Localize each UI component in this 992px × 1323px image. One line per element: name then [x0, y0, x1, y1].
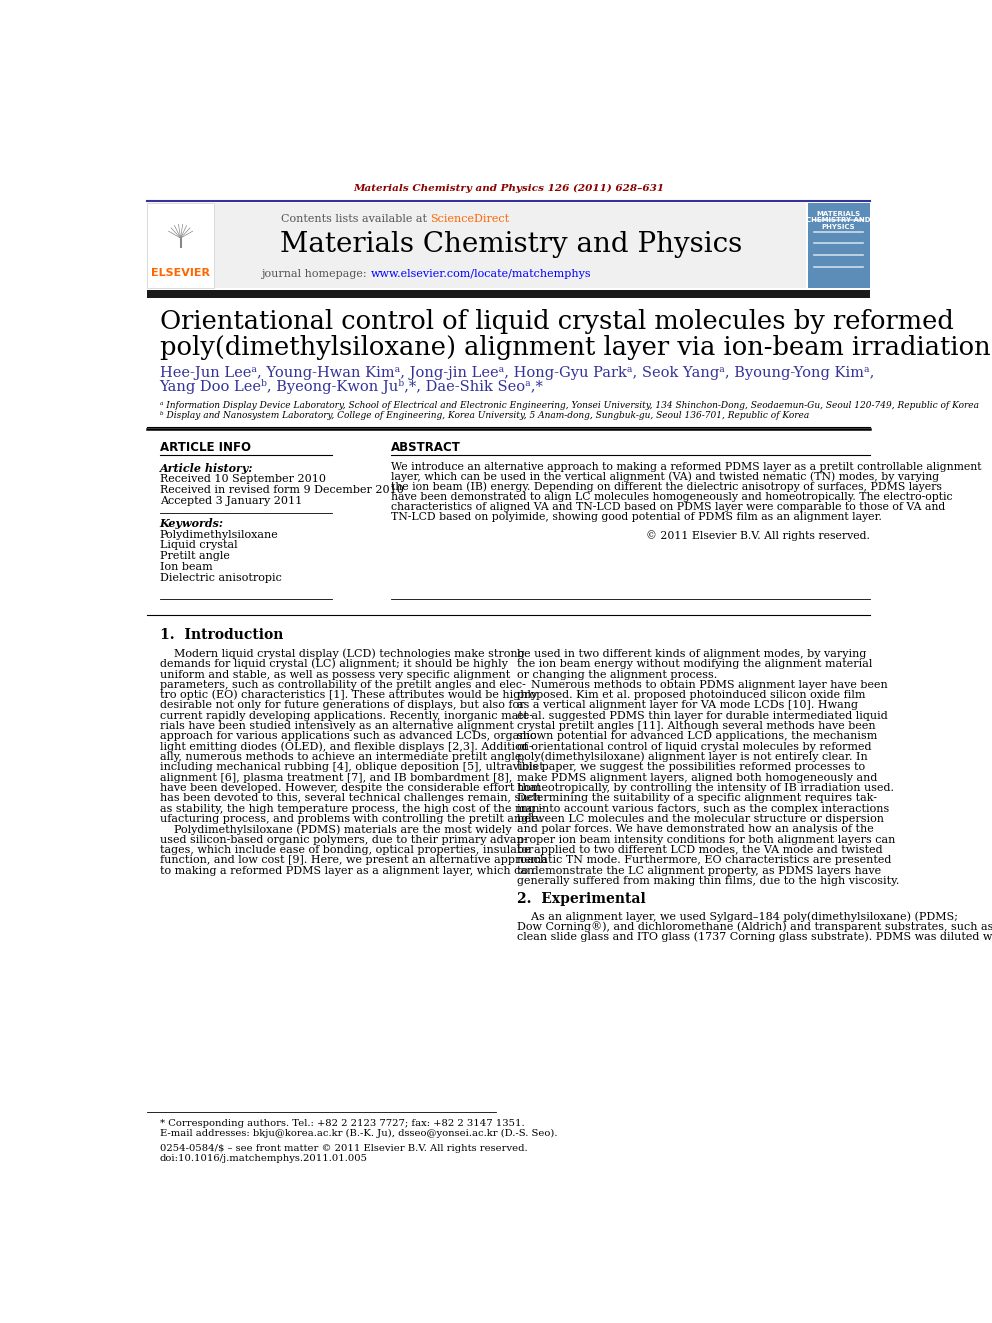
Text: tro optic (EO) characteristics [1]. These attributes would be highly: tro optic (EO) characteristics [1]. Thes… [160, 689, 537, 700]
Text: Pretilt angle: Pretilt angle [160, 552, 229, 561]
Text: function, and low cost [9]. Here, we present an alternative approach: function, and low cost [9]. Here, we pre… [160, 855, 547, 865]
Text: homeotropically, by controlling the intensity of IB irradiation used.: homeotropically, by controlling the inte… [517, 783, 894, 792]
Text: including mechanical rubbing [4], oblique deposition [5], ultraviolet: including mechanical rubbing [4], obliqu… [160, 762, 544, 773]
Text: the ion beam (IB) energy. Depending on different the dielectric anisotropy of su: the ion beam (IB) energy. Depending on d… [392, 482, 942, 492]
Text: Received in revised form 9 December 2010: Received in revised form 9 December 2010 [160, 484, 404, 495]
Text: journal homepage:: journal homepage: [261, 270, 370, 279]
Text: crystal pretilt angles [11]. Although several methods have been: crystal pretilt angles [11]. Although se… [517, 721, 876, 732]
Text: Keywords:: Keywords: [160, 519, 223, 529]
Text: the ion beam energy without modifying the alignment material: the ion beam energy without modifying th… [517, 659, 872, 669]
Text: et al. suggested PDMS thin layer for durable intermediated liquid: et al. suggested PDMS thin layer for dur… [517, 710, 888, 721]
Text: clean slide glass and ITO glass (1737 Corning glass substrate). PDMS was diluted: clean slide glass and ITO glass (1737 Co… [517, 931, 992, 942]
Text: has been devoted to this, several technical challenges remain, such: has been devoted to this, several techni… [160, 794, 541, 803]
Text: PHYSICS: PHYSICS [821, 224, 855, 229]
Text: 0254-0584/$ – see front matter © 2011 Elsevier B.V. All rights reserved.: 0254-0584/$ – see front matter © 2011 El… [160, 1143, 528, 1152]
Text: desirable not only for future generations of displays, but also for: desirable not only for future generation… [160, 700, 524, 710]
Text: © 2011 Elsevier B.V. All rights reserved.: © 2011 Elsevier B.V. All rights reserved… [646, 531, 870, 541]
Text: as stability, the high temperature process, the high cost of the man-: as stability, the high temperature proce… [160, 803, 543, 814]
Text: Liquid crystal: Liquid crystal [160, 540, 237, 550]
Text: Article history:: Article history: [160, 463, 253, 474]
Text: 2.  Experimental: 2. Experimental [517, 893, 646, 906]
Bar [147, 290, 870, 298]
Text: Modern liquid crystal display (LCD) technologies make strong: Modern liquid crystal display (LCD) tech… [160, 648, 525, 659]
Text: be used in two different kinds of alignment modes, by varying: be used in two different kinds of alignm… [517, 648, 866, 659]
Text: characteristics of aligned VA and TN-LCD based on PDMS layer were comparable to : characteristics of aligned VA and TN-LCD… [392, 501, 945, 512]
Text: Polydimethylsiloxane (PDMS) materials are the most widely: Polydimethylsiloxane (PDMS) materials ar… [160, 824, 511, 835]
Text: uniform and stable, as well as possess very specific alignment: uniform and stable, as well as possess v… [160, 669, 510, 680]
Text: layer, which can be used in the vertical alignment (VA) and twisted nematic (TN): layer, which can be used in the vertical… [392, 471, 939, 482]
Text: Accepted 3 January 2011: Accepted 3 January 2011 [160, 496, 302, 505]
Text: of orientational control of liquid crystal molecules by reformed: of orientational control of liquid cryst… [517, 742, 871, 751]
Text: to demonstrate the LC alignment property, as PDMS layers have: to demonstrate the LC alignment property… [517, 865, 881, 876]
Text: or changing the alignment process.: or changing the alignment process. [517, 669, 717, 680]
Text: Received 10 September 2010: Received 10 September 2010 [160, 474, 325, 484]
Text: Orientational control of liquid crystal molecules by reformed: Orientational control of liquid crystal … [160, 310, 953, 335]
Text: ᵃ Information Display Device Laboratory, School of Electrical and Electronic Eng: ᵃ Information Display Device Laboratory,… [160, 401, 979, 410]
Text: shown potential for advanced LCD applications, the mechanism: shown potential for advanced LCD applica… [517, 732, 877, 741]
Text: We introduce an alternative approach to making a reformed PDMS layer as a pretil: We introduce an alternative approach to … [392, 462, 982, 472]
Text: TN-LCD based on polyimide, showing good potential of PDMS film as an alignment l: TN-LCD based on polyimide, showing good … [392, 512, 882, 521]
Text: as a vertical alignment layer for VA mode LCDs [10]. Hwang: as a vertical alignment layer for VA mod… [517, 700, 858, 710]
Text: current rapidly developing applications. Recently, inorganic mate-: current rapidly developing applications.… [160, 710, 533, 721]
Text: * Corresponding authors. Tel.: +82 2 2123 7727; fax: +82 2 3147 1351.: * Corresponding authors. Tel.: +82 2 212… [160, 1119, 525, 1129]
Text: ally, numerous methods to achieve an intermediate pretilt angle,: ally, numerous methods to achieve an int… [160, 751, 525, 762]
Text: ARTICLE INFO: ARTICLE INFO [160, 441, 251, 454]
Text: Dow Corning®), and dichloromethane (Aldrich) and transparent substrates, such as: Dow Corning®), and dichloromethane (Aldr… [517, 921, 992, 933]
Text: ing into account various factors, such as the complex interactions: ing into account various factors, such a… [517, 803, 889, 814]
Text: demands for liquid crystal (LC) alignment; it should be highly: demands for liquid crystal (LC) alignmen… [160, 659, 508, 669]
Text: MATERIALS: MATERIALS [816, 212, 861, 217]
Text: www.elsevier.com/locate/matchemphys: www.elsevier.com/locate/matchemphys [370, 270, 591, 279]
Bar [215, 204, 806, 288]
Text: ABSTRACT: ABSTRACT [392, 441, 461, 454]
Text: be applied to two different LCD modes, the VA mode and twisted: be applied to two different LCD modes, t… [517, 845, 883, 855]
Text: generally suffered from making thin films, due to the high viscosity.: generally suffered from making thin film… [517, 876, 900, 886]
Text: CHEMISTRY AND: CHEMISTRY AND [806, 217, 871, 224]
Text: approach for various applications such as advanced LCDs, organic: approach for various applications such a… [160, 732, 536, 741]
Text: this paper, we suggest the possibilities reformed processes to: this paper, we suggest the possibilities… [517, 762, 865, 773]
Text: Determining the suitability of a specific alignment requires tak-: Determining the suitability of a specifi… [517, 794, 877, 803]
Text: Yang Doo Leeᵇ, Byeong-Kwon Juᵇ,*, Dae-Shik Seoᵃ,*: Yang Doo Leeᵇ, Byeong-Kwon Juᵇ,*, Dae-Sh… [160, 380, 544, 394]
Text: E-mail addresses: bkju@korea.ac.kr (B.-K. Ju), dsseo@yonsei.ac.kr (D.-S. Seo).: E-mail addresses: bkju@korea.ac.kr (B.-K… [160, 1129, 558, 1138]
Bar [147, 204, 214, 288]
Text: nematic TN mode. Furthermore, EO characteristics are presented: nematic TN mode. Furthermore, EO charact… [517, 855, 891, 865]
Text: have been developed. However, despite the considerable effort that: have been developed. However, despite th… [160, 783, 541, 792]
Text: ufacturing process, and problems with controlling the pretilt angle.: ufacturing process, and problems with co… [160, 814, 542, 824]
Text: parameters, such as controllability of the pretilt angles and elec-: parameters, such as controllability of t… [160, 680, 526, 689]
Text: Polydimethylsiloxane: Polydimethylsiloxane [160, 529, 279, 540]
Text: light emitting diodes (OLED), and flexible displays [2,3]. Addition-: light emitting diodes (OLED), and flexib… [160, 741, 533, 751]
Text: 1.  Introduction: 1. Introduction [160, 627, 283, 642]
Text: proper ion beam intensity conditions for both alignment layers can: proper ion beam intensity conditions for… [517, 835, 896, 844]
Text: proposed. Kim et al. proposed photoinduced silicon oxide film: proposed. Kim et al. proposed photoinduc… [517, 691, 865, 700]
Text: Materials Chemistry and Physics: Materials Chemistry and Physics [280, 232, 742, 258]
Text: have been demonstrated to align LC molecules homogeneously and homeotropically. : have been demonstrated to align LC molec… [392, 492, 953, 501]
Text: doi:10.1016/j.matchemphys.2011.01.005: doi:10.1016/j.matchemphys.2011.01.005 [160, 1154, 368, 1163]
Text: ELSEVIER: ELSEVIER [151, 267, 210, 278]
Text: Ion beam: Ion beam [160, 562, 212, 572]
Bar [807, 204, 870, 288]
Text: As an alignment layer, we used Sylgard–184 poly(dimethylsiloxane) (PDMS;: As an alignment layer, we used Sylgard–1… [517, 912, 958, 922]
Text: Contents lists available at: Contents lists available at [281, 214, 431, 224]
Text: to making a reformed PDMS layer as a alignment layer, which can: to making a reformed PDMS layer as a ali… [160, 865, 534, 876]
Text: poly(dimethylsiloxane) alignment layer is not entirely clear. In: poly(dimethylsiloxane) alignment layer i… [517, 751, 868, 762]
Text: Hee-Jun Leeᵃ, Young-Hwan Kimᵃ, Jong-jin Leeᵃ, Hong-Gyu Parkᵃ, Seok Yangᵃ, Byoung: Hee-Jun Leeᵃ, Young-Hwan Kimᵃ, Jong-jin … [160, 366, 874, 380]
Text: alignment [6], plasma treatment [7], and IB bombardment [8],: alignment [6], plasma treatment [7], and… [160, 773, 512, 783]
Text: poly(dimethylsiloxane) alignment layer via ion-beam irradiation: poly(dimethylsiloxane) alignment layer v… [160, 335, 990, 360]
Text: make PDMS alignment layers, aligned both homogeneously and: make PDMS alignment layers, aligned both… [517, 773, 877, 783]
Text: used silicon-based organic polymers, due to their primary advan-: used silicon-based organic polymers, due… [160, 835, 527, 844]
Text: ScienceDirect: ScienceDirect [431, 214, 509, 224]
Text: Materials Chemistry and Physics 126 (2011) 628–631: Materials Chemistry and Physics 126 (201… [353, 184, 664, 193]
Text: rials have been studied intensively as an alternative alignment: rials have been studied intensively as a… [160, 721, 514, 732]
Text: tages, which include ease of bonding, optical properties, insulator: tages, which include ease of bonding, op… [160, 845, 533, 855]
Text: Dielectric anisotropic: Dielectric anisotropic [160, 573, 282, 582]
Text: and polar forces. We have demonstrated how an analysis of the: and polar forces. We have demonstrated h… [517, 824, 874, 835]
Text: Numerous methods to obtain PDMS alignment layer have been: Numerous methods to obtain PDMS alignmen… [517, 680, 888, 689]
Text: ᵇ Display and Nanosystem Laboratory, College of Engineering, Korea University, 5: ᵇ Display and Nanosystem Laboratory, Col… [160, 411, 808, 421]
Text: between LC molecules and the molecular structure or dispersion: between LC molecules and the molecular s… [517, 814, 884, 824]
